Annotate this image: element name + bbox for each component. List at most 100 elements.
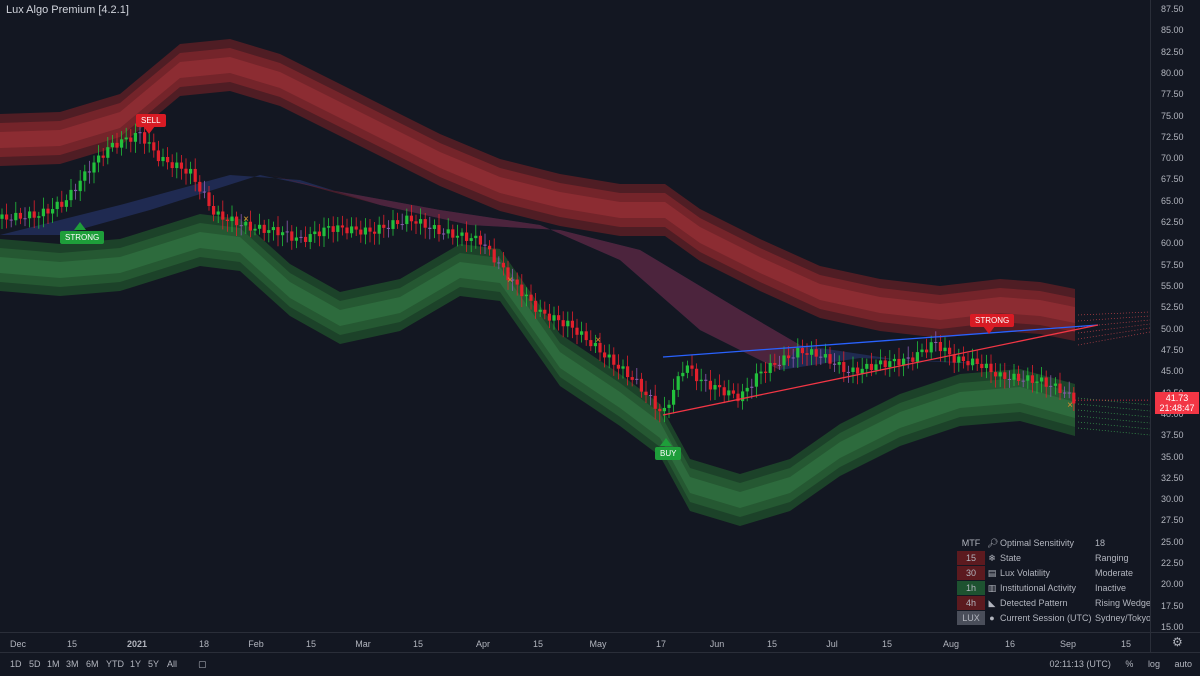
- time-tick: 17: [655, 639, 667, 649]
- candle-body: [492, 249, 496, 263]
- time-tick: 15: [1120, 639, 1132, 649]
- range-button[interactable]: 1M: [47, 659, 60, 669]
- candle-body: [354, 226, 358, 230]
- candle-body: [87, 171, 91, 173]
- candle-body: [359, 229, 363, 235]
- time-tick: 15: [766, 639, 778, 649]
- candle-body: [244, 221, 248, 226]
- strong-signal-label: STRONG: [60, 231, 105, 244]
- candle-body: [455, 235, 459, 238]
- candle-body: [644, 391, 648, 396]
- candle-body: [966, 361, 970, 366]
- dashboard-row: 30 ▤ Lux Volatility Moderate: [957, 566, 1147, 581]
- snowflake-icon: ❄: [988, 553, 996, 563]
- candle-body: [727, 390, 731, 396]
- candle-body: [78, 180, 82, 192]
- time-tick: Aug: [942, 639, 960, 649]
- price-axis[interactable]: 87.50 85.00 82.50 80.00 77.50 75.00 72.50 70.00…: [1150, 0, 1200, 632]
- candle-body: [1053, 383, 1057, 386]
- price-tick: 50.00: [1161, 323, 1184, 334]
- candle-body: [511, 279, 515, 281]
- price-tick: 37.50: [1161, 430, 1184, 441]
- candle-body: [980, 363, 984, 369]
- calendar-range-icon[interactable]: ▢: [198, 659, 207, 669]
- candle-body: [18, 212, 22, 219]
- candle-body: [621, 366, 625, 369]
- candle-body: [258, 224, 262, 229]
- candle-body: [833, 363, 837, 365]
- candle-body: [156, 150, 160, 162]
- gear-icon[interactable]: ⚙: [1172, 635, 1183, 649]
- candle-body: [405, 215, 409, 225]
- range-button[interactable]: 1D: [10, 659, 22, 669]
- log-toggle[interactable]: log: [1147, 659, 1160, 669]
- candle-body: [1067, 392, 1071, 394]
- candle-body: [432, 225, 436, 229]
- candle-body: [106, 147, 110, 158]
- candle-body: [704, 379, 708, 381]
- time-tick: 18: [198, 639, 210, 649]
- candle-body: [603, 352, 607, 358]
- candle-body: [1017, 373, 1021, 381]
- dashboard-row: LUX ● Current Session (UTC) Sydney/Tokyo: [957, 611, 1150, 626]
- time-tick: Jun: [709, 639, 725, 649]
- percent-toggle[interactable]: %: [1125, 659, 1134, 669]
- candle-body: [800, 347, 804, 354]
- candle-body: [175, 162, 179, 169]
- range-button[interactable]: 5Y: [148, 659, 160, 669]
- candle-body: [506, 267, 510, 281]
- candle-body: [363, 227, 367, 235]
- candle-body: [253, 228, 257, 231]
- dashboard-row: 4h ◣ Detected Pattern Rising Wedge: [957, 596, 1150, 611]
- range-button[interactable]: 5D: [29, 659, 41, 669]
- time-axis[interactable]: Dec 15 2021 18 Feb 15 Mar 15 Apr 15 May 17 Jun 15 Jul 1…: [0, 632, 1150, 653]
- candle-body: [331, 226, 335, 232]
- price-chart[interactable]: × × × ×: [0, 0, 1150, 632]
- timeframe-badge: LUX: [957, 611, 985, 625]
- candle-body: [262, 224, 266, 233]
- triangle-ruler-icon: ◣: [988, 598, 996, 608]
- candle-body: [345, 227, 349, 234]
- exit-marker: ×: [507, 275, 513, 286]
- chart-plot-area[interactable]: Lux Algo Premium [4.2.1] × × × × SELL STRON…: [0, 0, 1150, 632]
- range-button[interactable]: YTD: [106, 659, 124, 669]
- range-button[interactable]: All: [167, 659, 178, 669]
- auto-toggle[interactable]: auto: [1174, 659, 1192, 669]
- range-button[interactable]: 6M: [86, 659, 99, 669]
- candle-body: [465, 232, 469, 241]
- candle-body: [1049, 385, 1053, 387]
- study-title[interactable]: Lux Algo Premium [4.2.1]: [6, 4, 129, 16]
- candle-body: [386, 227, 390, 229]
- candle-body: [1040, 377, 1044, 382]
- dashboard-row: 15 ❄ State Ranging: [957, 551, 1147, 566]
- candle-body: [685, 365, 689, 373]
- candle-body: [994, 372, 998, 377]
- candle-body: [681, 372, 685, 377]
- candle-body: [782, 355, 786, 366]
- price-tick: 22.50: [1161, 558, 1184, 569]
- bottom-toolbar: 1D 5D 1M 3M 6M YTD 1Y 5Y All ▢ 02:11:13 (UTC) % …: [0, 652, 1200, 676]
- dashboard-value: Rising Wedge: [1095, 598, 1150, 608]
- price-tick: 27.50: [1161, 515, 1184, 526]
- candle-body: [538, 309, 542, 312]
- timeframe-badge: 1h: [957, 581, 985, 595]
- candle-body: [92, 162, 96, 173]
- candle-body: [764, 371, 768, 373]
- candle-body: [658, 408, 662, 412]
- projection-line: [1077, 409, 1150, 418]
- projection-line: [1077, 323, 1150, 334]
- candle-body: [626, 366, 630, 378]
- axis-corner: [1150, 632, 1200, 653]
- candle-body: [124, 137, 128, 140]
- time-tick: Feb: [248, 639, 264, 649]
- candle-body: [488, 245, 492, 250]
- candle-body: [575, 327, 579, 335]
- range-button[interactable]: 1Y: [130, 659, 142, 669]
- candle-body: [846, 371, 850, 373]
- dashboard-rows: 15 ❄ State Ranging 30 ▤ Lux Volatility Moderate…: [957, 551, 1150, 626]
- projection-line: [1077, 331, 1150, 346]
- candle-body: [41, 208, 45, 217]
- projection-line: [1077, 403, 1150, 412]
- range-button[interactable]: 3M: [66, 659, 79, 669]
- price-tick: 55.00: [1161, 281, 1184, 292]
